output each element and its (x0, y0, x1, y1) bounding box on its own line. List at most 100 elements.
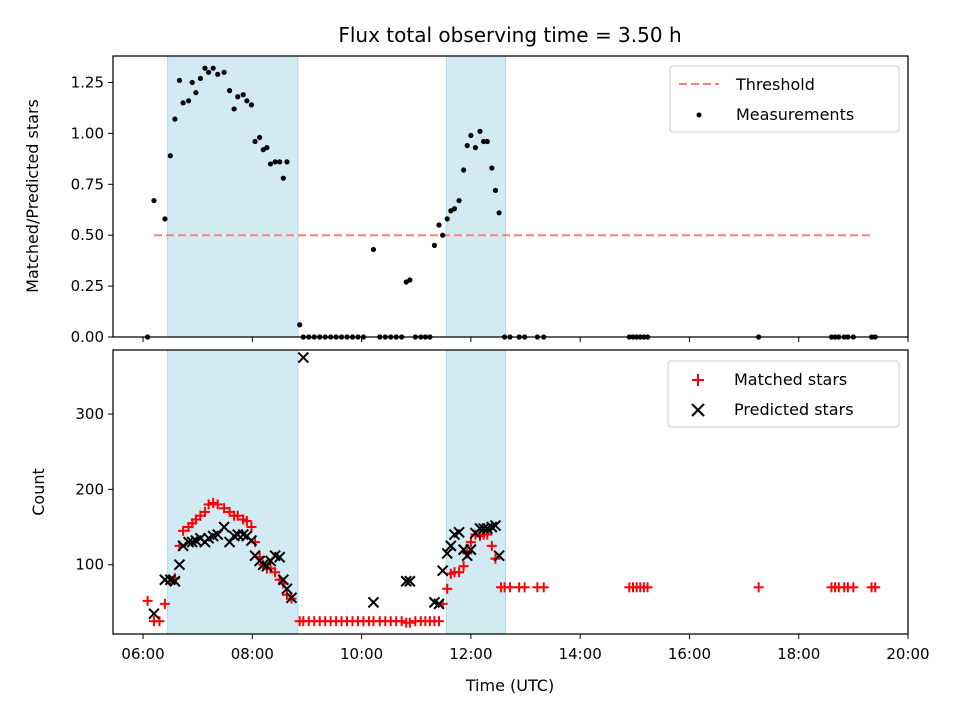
predicted-star-stroke-b (489, 519, 502, 532)
predicted-star-stroke-b (285, 592, 298, 604)
predicted-star-stroke-b (400, 575, 412, 587)
matched-star-point (404, 617, 415, 628)
measurement-point (210, 65, 216, 71)
predicted-star-stroke-b (465, 543, 477, 556)
predicted-star-point (257, 558, 269, 571)
matched-star-point (208, 497, 219, 508)
predicted-star-point (245, 534, 258, 547)
predicted-star-stroke-b (218, 521, 230, 533)
predicted-star-stroke-b (477, 522, 490, 535)
top-axes: 0.00 0.25 0.50 0.75 1.00 1.25 Flux total obse… (23, 23, 909, 346)
predicted-star-stroke-b (177, 540, 189, 552)
predicted-star-point (297, 351, 310, 364)
measurement-point (185, 98, 192, 104)
measurement-point (252, 138, 258, 145)
x-tick-label: 12:00 (449, 645, 492, 663)
predicted-star-stroke-b (228, 530, 240, 542)
top-x-ticks (142, 337, 909, 342)
matched-star-point (199, 506, 210, 517)
bottom-y-axis-label: Count (29, 468, 48, 516)
measurement-point (231, 106, 237, 112)
predicted-star-stroke-b (453, 526, 465, 539)
measurement-point (172, 116, 178, 122)
matched-star-point (465, 537, 476, 548)
matched-star-point (434, 616, 445, 627)
predicted-star-stroke-b (169, 575, 181, 587)
measurement-point (215, 71, 221, 77)
x-tick-label: 18:00 (777, 645, 820, 663)
predicted-star-point (433, 598, 445, 610)
x-tick-label: 14:00 (559, 645, 602, 663)
predicted-star-stroke-b (428, 596, 441, 609)
predicted-star-point (261, 560, 273, 572)
measurement-point (444, 216, 450, 222)
measurement-point (284, 159, 290, 165)
predicted-star-point (281, 583, 293, 595)
predicted-star-stroke-b (367, 596, 380, 609)
measurement-point (226, 88, 233, 94)
matched-star-point (454, 567, 465, 578)
legend-measurements-label: Measurements (736, 105, 854, 124)
matched-star-point (538, 582, 549, 593)
measurement-point (468, 132, 474, 139)
shaded-interval-bottom (445, 349, 506, 635)
measurement-point (481, 138, 487, 145)
matched-star-point (159, 598, 170, 609)
shaded-interval-top (167, 55, 299, 338)
bottom-y-tick-label: 200 (75, 480, 104, 498)
measurement-point (167, 153, 173, 159)
predicted-star-point (493, 549, 505, 562)
matched-star-point (519, 582, 530, 593)
matched-star-point (486, 540, 497, 551)
matched-star-point (246, 522, 257, 533)
predicted-star-point (218, 521, 230, 533)
legend-predicted-label: Predicted stars (734, 400, 854, 419)
measurement-point (267, 161, 274, 167)
measurement-point (477, 128, 483, 134)
predicted-star-stroke-b (445, 540, 457, 552)
measurement-point (297, 322, 303, 328)
predicted-star-point (436, 565, 449, 577)
matched-star-point (203, 499, 214, 510)
matched-star-point (458, 561, 469, 572)
shaded-interval-bottom (167, 349, 299, 635)
bottom-shaded-intervals (167, 349, 506, 635)
predicted-star-point (186, 536, 198, 548)
x-axis-label: Time (UTC) (465, 676, 554, 695)
top-legend-box (669, 65, 900, 133)
measurement-point (257, 134, 263, 141)
predicted-star-point (273, 551, 286, 563)
predicted-star-point (445, 540, 457, 552)
top-y-tick-label: 0.00 (71, 328, 104, 346)
predicted-star-stroke-b (186, 536, 198, 548)
predicted-star-point (461, 549, 473, 562)
measurement-point (221, 69, 227, 75)
measurement-point (202, 65, 208, 71)
matched-star-point (219, 503, 230, 514)
predicted-star-stroke-b (273, 551, 286, 563)
top-y-tick-label: 1.25 (71, 73, 104, 91)
measurement-point (280, 175, 286, 181)
matched-star-point (848, 582, 859, 593)
shaded-interval-top (445, 55, 506, 338)
predicted-star-point (453, 526, 465, 539)
predicted-star-point (148, 607, 160, 620)
measurement-point (272, 159, 278, 165)
measurement-point (180, 100, 186, 106)
predicted-star-point (169, 575, 181, 587)
matched-star-point (154, 616, 165, 627)
x-tick-label: 20:00 (886, 645, 929, 663)
predicted-star-point (367, 596, 380, 609)
measurement-point (451, 206, 458, 212)
bottom-y-tick-label: 100 (75, 556, 104, 574)
measurement-point (189, 79, 195, 86)
predicted-star-point (441, 547, 453, 560)
predicted-star-point (486, 521, 498, 533)
predicted-star-point (404, 575, 416, 587)
predicted-star-point (400, 575, 412, 587)
measurement-point (496, 210, 502, 216)
predicted-star-point (177, 540, 189, 552)
measurement-point (492, 187, 499, 193)
measurement-point (472, 145, 479, 151)
